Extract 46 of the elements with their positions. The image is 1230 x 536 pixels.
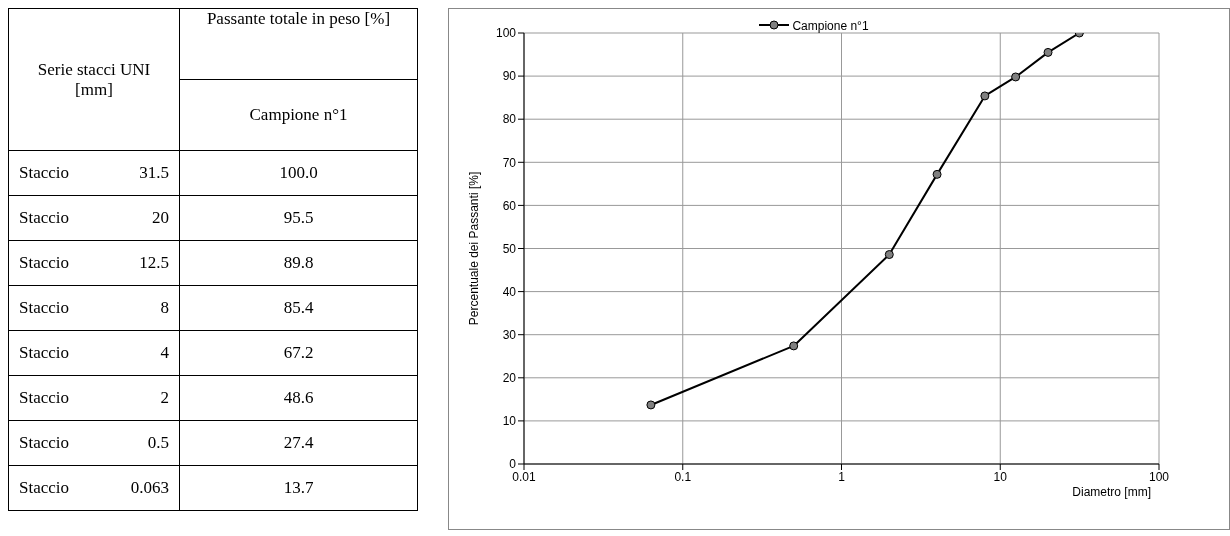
y-tick-label: 50 — [502, 241, 517, 256]
text: Staccio — [19, 388, 70, 407]
y-tick-label: 30 — [502, 327, 517, 342]
text: Staccio — [19, 208, 70, 227]
category-label: 2 — [160, 388, 169, 408]
y-tick-label: 60 — [502, 198, 517, 213]
y-tick-label: 40 — [502, 284, 517, 299]
text: Campione n°1 — [179, 79, 418, 151]
data-label: 100.0 — [179, 150, 418, 196]
data-label: 67.2 — [179, 330, 418, 376]
x-tick-label: 0.01 — [512, 469, 536, 484]
y-tick-label: 10 — [502, 414, 517, 429]
x-tick-label: 10 — [993, 469, 1008, 484]
data-label: 48.6 — [179, 375, 418, 421]
y-tick-label: 0 — [509, 457, 517, 472]
data-label: 27.4 — [179, 420, 418, 466]
data-label: 95.5 — [179, 195, 418, 241]
y-axis-title: Percentuale dei Passanti [%] — [467, 171, 482, 326]
x-tick-label: 100 — [1148, 469, 1170, 484]
y-tick-label: 20 — [502, 371, 517, 386]
text: Staccio — [19, 478, 70, 497]
x-axis-title: Diametro [mm] — [1072, 485, 1151, 499]
text: Staccio — [19, 163, 70, 183]
legend-label: Campione n°1 — [792, 19, 869, 33]
x-tick-label: 0.1 — [674, 469, 692, 484]
category-label: 31.5 — [139, 163, 169, 183]
data-label: 85.4 — [179, 285, 418, 331]
text: Staccio — [19, 298, 70, 317]
text: Staccio — [19, 343, 70, 362]
category-label: 20 — [152, 208, 169, 228]
y-tick-label: 90 — [502, 69, 517, 84]
text: Serie stacci UNI [mm] — [8, 8, 180, 151]
category-label: 0.5 — [147, 433, 169, 453]
text: Passante totale in peso [%] — [179, 8, 418, 80]
x-tick-label: 1 — [838, 469, 846, 484]
text: Staccio — [19, 433, 70, 452]
category-label: 8 — [160, 298, 169, 318]
category-label: 0.063 — [130, 478, 169, 498]
text: Staccio — [19, 253, 70, 272]
category-label: 12.5 — [139, 253, 169, 273]
y-tick-label: 100 — [495, 26, 517, 41]
data-label: 13.7 — [179, 465, 418, 511]
y-tick-label: 70 — [502, 155, 517, 170]
data-label: 89.8 — [179, 240, 418, 286]
y-tick-label: 80 — [502, 112, 517, 127]
category-label: 4 — [160, 343, 169, 363]
